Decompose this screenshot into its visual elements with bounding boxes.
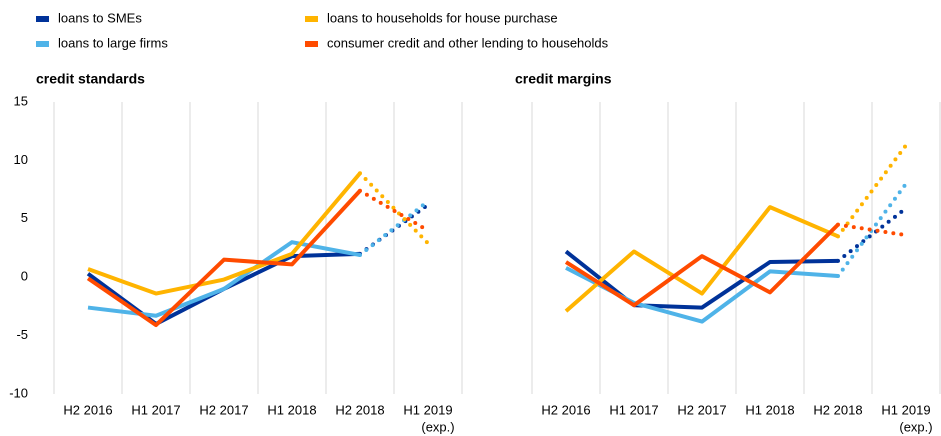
series-line: [86, 189, 362, 328]
series-line-expected: [836, 181, 908, 279]
series-line: [87, 171, 362, 296]
series-line-expected: [358, 188, 430, 233]
legend-label: loans to households for house purchase: [327, 10, 558, 25]
x-note: (exp.): [899, 419, 932, 434]
x-tick-label: H1 2019: [403, 402, 452, 417]
x-tick-label: H2 2018: [335, 402, 384, 417]
x-tick-label: H2 2016: [541, 402, 590, 417]
series-line: [87, 240, 361, 318]
x-note: (exp.): [421, 419, 454, 434]
x-tick-label: H1 2018: [745, 402, 794, 417]
series-line-expected: [836, 222, 908, 238]
x-tick-label: H1 2018: [267, 402, 316, 417]
series-line-expected: [358, 199, 430, 258]
legend-label: loans to SMEs: [58, 10, 142, 25]
x-tick-label: H1 2017: [609, 402, 658, 417]
panel-title: credit margins: [515, 71, 612, 87]
series-line-expected: [358, 171, 430, 246]
legend-label: consumer credit and other lending to hou…: [327, 35, 609, 50]
x-tick-label: H1 2017: [131, 402, 180, 417]
legend-label: loans to large firms: [58, 35, 168, 50]
panel-title: credit standards: [36, 71, 145, 87]
y-tick-label: 5: [21, 210, 28, 225]
x-tick-label: H2 2018: [813, 402, 862, 417]
series-line: [564, 223, 840, 308]
x-tick-label: H1 2019: [881, 402, 930, 417]
series-line: [564, 249, 839, 310]
x-tick-label: H2 2017: [199, 402, 248, 417]
y-tick-label: -10: [9, 385, 28, 400]
x-tick-label: H2 2016: [63, 402, 112, 417]
series-line: [564, 205, 839, 313]
y-tick-label: 10: [14, 152, 28, 167]
series-line-expected: [836, 206, 908, 263]
y-tick-label: 0: [21, 269, 28, 284]
y-tick-label: 15: [14, 93, 28, 108]
series-line-expected: [358, 202, 430, 256]
series-line-expected: [836, 143, 908, 239]
x-tick-label: H2 2017: [677, 402, 726, 417]
y-tick-label: -5: [16, 327, 28, 342]
